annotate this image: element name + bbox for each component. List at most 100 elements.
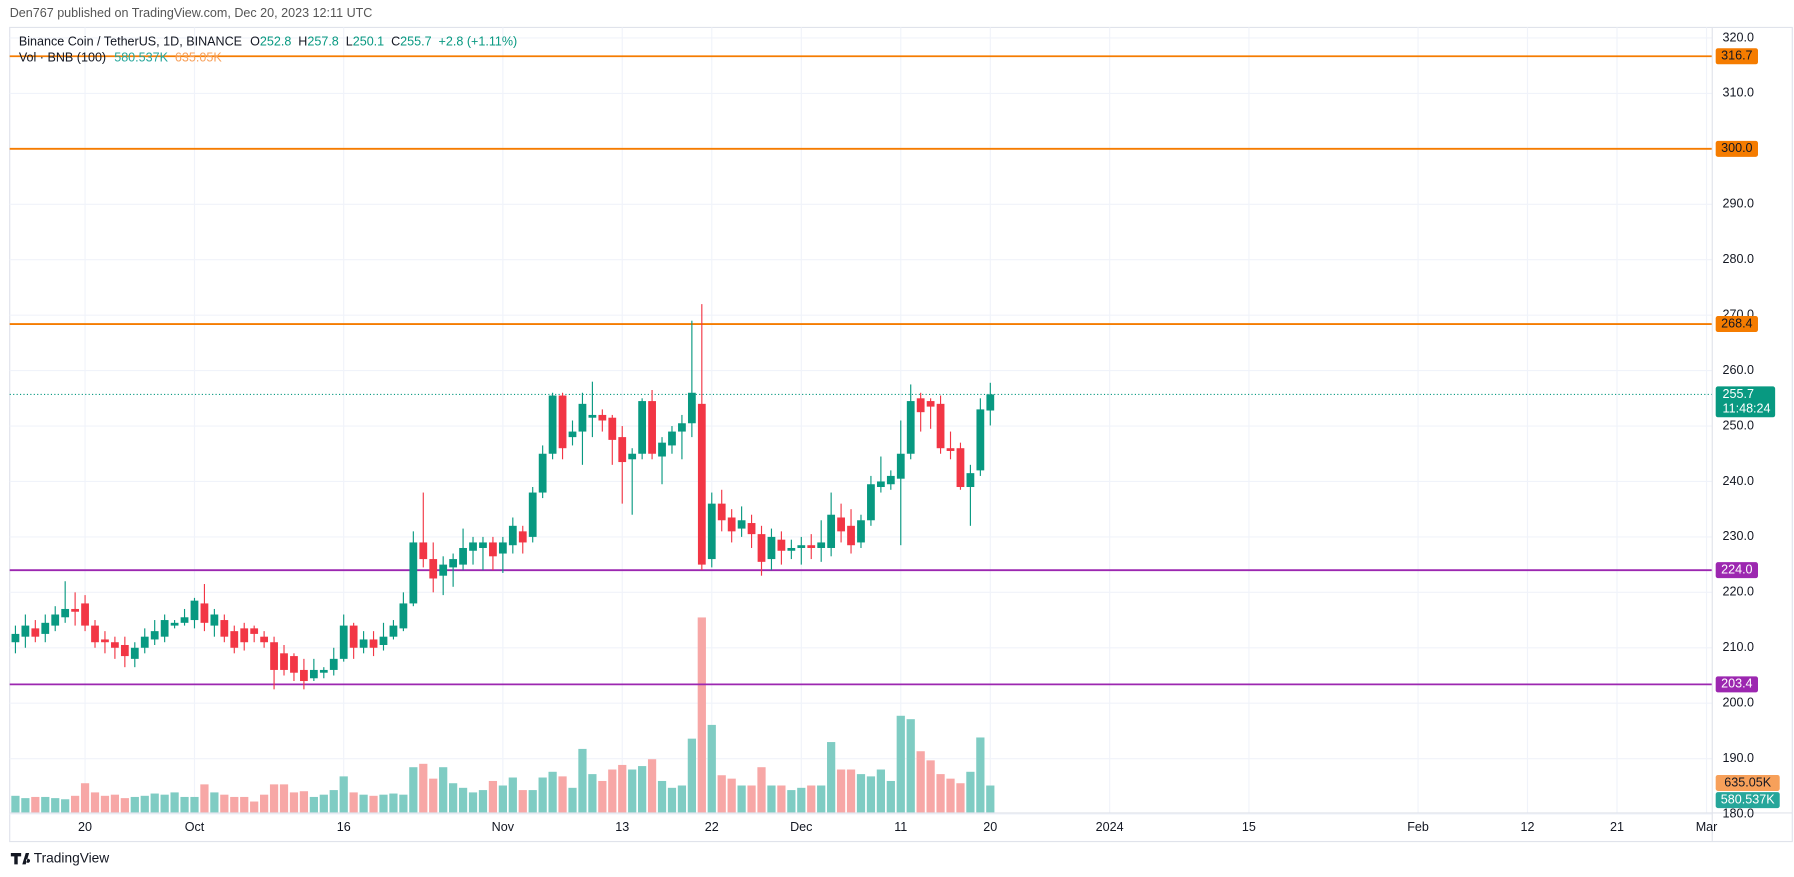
volume-bar bbox=[349, 792, 358, 813]
candle-body bbox=[588, 414, 597, 418]
volume-bar bbox=[289, 792, 299, 813]
x-tick-label: Dec bbox=[790, 820, 812, 834]
volume-bar bbox=[946, 778, 955, 813]
volume-bar bbox=[797, 787, 806, 813]
volume-bar bbox=[578, 748, 587, 813]
volume-title: Vol · BNB (100) bbox=[19, 51, 106, 65]
volume-bar bbox=[588, 774, 597, 813]
volume-bar bbox=[61, 799, 70, 813]
published-note: Den767 published on TradingView.com, Dec… bbox=[10, 6, 373, 20]
ohlc-key: L bbox=[346, 35, 353, 49]
candle-body bbox=[71, 608, 80, 612]
candle-body bbox=[130, 647, 139, 659]
volume-bar bbox=[90, 792, 100, 813]
volume-bar bbox=[379, 794, 388, 813]
candle-body bbox=[61, 608, 70, 618]
candle-body bbox=[180, 617, 189, 623]
ohlc-value: 252.8 bbox=[260, 35, 291, 49]
candle-body bbox=[986, 394, 995, 411]
candle-body bbox=[797, 545, 806, 548]
volume-bar bbox=[429, 778, 438, 813]
x-tick-label: 15 bbox=[1242, 820, 1256, 834]
ohlc-key: C bbox=[391, 35, 400, 49]
volume-bar bbox=[190, 796, 199, 813]
candle-body bbox=[737, 520, 746, 529]
candle-body bbox=[210, 614, 219, 626]
candle-body bbox=[827, 514, 836, 548]
level-tag bbox=[1715, 48, 1758, 65]
candle-body bbox=[697, 403, 706, 565]
candle-body bbox=[976, 409, 985, 471]
x-tick-label: 16 bbox=[337, 820, 351, 834]
volume-bar bbox=[110, 794, 120, 813]
candle-body bbox=[101, 639, 109, 643]
volume-bar bbox=[866, 776, 876, 813]
y-tick-label: 190.0 bbox=[1723, 751, 1754, 765]
volume-bar bbox=[767, 785, 776, 813]
volume-bar bbox=[508, 777, 517, 813]
y-tick-label: 210.0 bbox=[1723, 640, 1754, 654]
volume-bar bbox=[936, 774, 945, 813]
candle-body bbox=[369, 639, 378, 648]
candle-body bbox=[220, 620, 229, 637]
candle-body bbox=[21, 625, 30, 637]
candle-body bbox=[508, 525, 517, 546]
candle-body bbox=[946, 448, 955, 451]
volume-bar bbox=[449, 783, 458, 813]
volume-bar bbox=[677, 785, 687, 813]
candle-body bbox=[250, 628, 259, 634]
candle-body bbox=[558, 395, 567, 449]
x-tick-label: Mar bbox=[1696, 820, 1718, 834]
candle-body bbox=[120, 644, 129, 657]
candle-body bbox=[707, 503, 716, 560]
volume-bar bbox=[846, 769, 856, 813]
candle-body bbox=[518, 531, 527, 543]
volume-bar bbox=[269, 784, 279, 813]
candle-body bbox=[837, 517, 845, 532]
x-tick-label: 11 bbox=[894, 820, 907, 834]
volume-bar bbox=[886, 780, 895, 813]
candle-body bbox=[817, 542, 826, 548]
symbol: Binance Coin / TetherUS, 1D, BINANCE bbox=[19, 35, 242, 49]
volume-bar bbox=[598, 780, 607, 813]
candle-body bbox=[747, 523, 756, 535]
axes: 180.0 190.0 200.0 210.0 220.0 230.0 240.0 250.0… bbox=[78, 30, 1780, 834]
candle-body bbox=[807, 545, 816, 548]
candle-body bbox=[349, 625, 358, 648]
volume-bar bbox=[279, 784, 289, 813]
level-tag-label: 300.0 bbox=[1721, 141, 1752, 155]
volume-bar bbox=[120, 798, 129, 813]
candle-body bbox=[389, 625, 398, 637]
candle-body bbox=[767, 536, 776, 560]
volume-bar bbox=[697, 617, 706, 813]
volume-tag bbox=[1715, 774, 1780, 791]
y-tick-label: 320.0 bbox=[1723, 30, 1754, 44]
x-tick-label: 20 bbox=[78, 820, 92, 834]
candle-body bbox=[598, 414, 607, 421]
candle-body bbox=[111, 642, 119, 648]
candle-body bbox=[538, 453, 547, 493]
volume-bar bbox=[488, 780, 498, 813]
ohlc-key: O bbox=[250, 35, 260, 49]
volume-bar bbox=[906, 719, 915, 813]
x-tick-label: 21 bbox=[1610, 820, 1624, 834]
candle-body bbox=[190, 600, 199, 621]
candle-body bbox=[857, 520, 865, 543]
y-tick-label: 180.0 bbox=[1723, 806, 1754, 820]
volume-bar bbox=[468, 792, 478, 813]
volume-tag-label: 635.05K bbox=[1724, 775, 1771, 789]
candle-body bbox=[548, 395, 557, 454]
candle-body bbox=[11, 633, 20, 643]
volume-legend: Vol · BNB (100) 580.537K 635.05K bbox=[19, 51, 223, 65]
volume-bar bbox=[856, 774, 866, 813]
candle-body bbox=[876, 481, 885, 488]
volume-bar bbox=[260, 794, 269, 813]
volume-bar bbox=[807, 785, 816, 813]
volume-bar bbox=[230, 796, 239, 813]
candle-body bbox=[727, 517, 736, 532]
candle-body bbox=[658, 442, 666, 457]
volume-bar bbox=[200, 784, 209, 813]
footer-brand: TradingView bbox=[34, 850, 110, 865]
